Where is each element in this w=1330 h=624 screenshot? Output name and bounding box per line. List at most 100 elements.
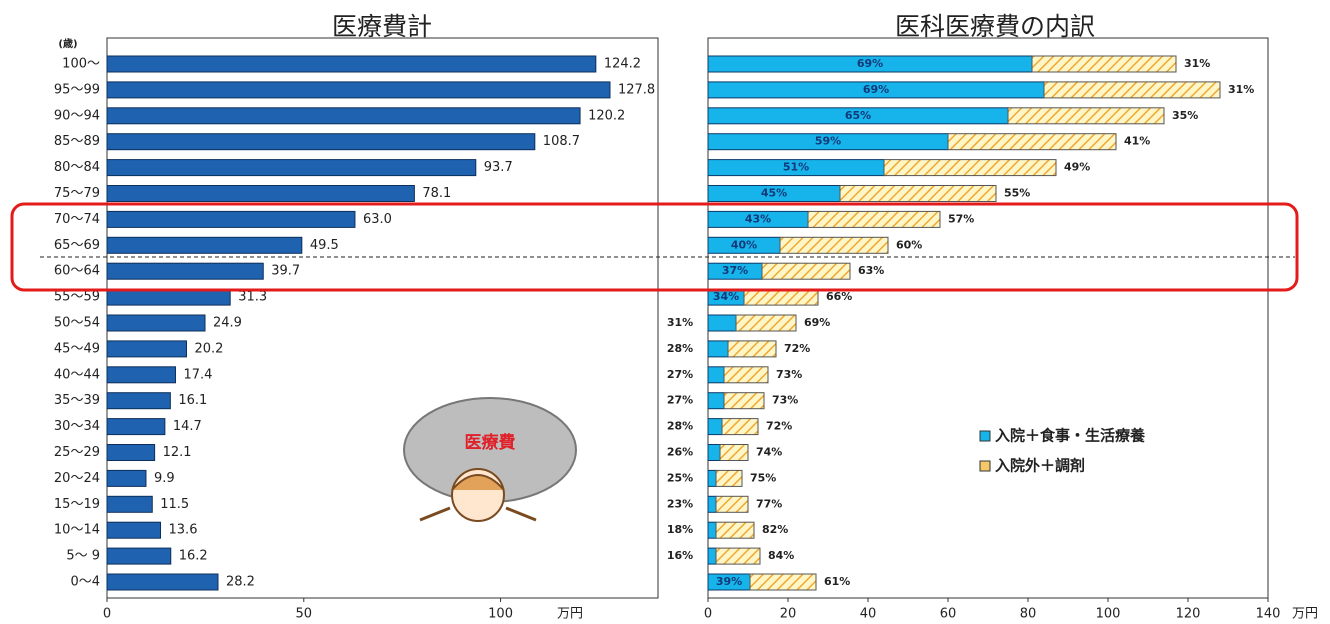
bar	[107, 548, 171, 564]
x-tick-label: 80	[1020, 607, 1037, 622]
segment-label: 34%	[713, 290, 739, 303]
bar-segment	[708, 419, 722, 435]
value-label: 28.2	[226, 575, 255, 590]
segment-label: 37%	[722, 264, 748, 277]
bar	[107, 211, 355, 227]
segment-label: 51%	[783, 161, 809, 174]
bar-segment	[724, 393, 764, 409]
bar	[107, 341, 187, 357]
y-tick-label: 50〜54	[54, 316, 100, 331]
segment-label: 73%	[772, 394, 798, 407]
value-label: 13.6	[169, 523, 198, 538]
bar-segment	[728, 341, 776, 357]
bar	[107, 496, 152, 512]
bar	[107, 315, 205, 331]
y-tick-label: 90〜94	[54, 108, 100, 123]
bar	[107, 470, 146, 486]
value-label: 14.7	[173, 419, 202, 434]
segment-label: 73%	[776, 368, 802, 381]
bar-segment	[1044, 82, 1220, 98]
segment-label: 55%	[1004, 187, 1030, 200]
bar	[107, 108, 580, 124]
segment-label: 41%	[1124, 135, 1150, 148]
segment-label: 27%	[667, 394, 693, 407]
segment-label: 39%	[716, 575, 742, 588]
bar-segment	[1008, 108, 1164, 124]
value-label: 16.1	[178, 393, 207, 408]
y-tick-label: 10〜14	[54, 523, 100, 538]
y-tick-label: 30〜34	[54, 419, 100, 434]
bar-segment	[716, 548, 760, 564]
y-tick-label: 40〜44	[54, 367, 100, 382]
y-tick-label: 75〜79	[54, 186, 100, 201]
bar-segment	[724, 367, 768, 383]
bar-segment	[808, 211, 940, 227]
value-label: 11.5	[160, 497, 189, 512]
bar-segment	[716, 522, 754, 538]
value-label: 120.2	[588, 108, 625, 123]
segment-label: 69%	[857, 57, 883, 70]
segment-label: 43%	[745, 212, 771, 225]
y-tick-label: 20〜24	[54, 471, 100, 486]
bar-segment	[780, 237, 888, 253]
segment-label: 25%	[667, 471, 693, 484]
y-tick-label: 45〜49	[54, 341, 100, 356]
segment-label: 31%	[1184, 57, 1210, 70]
value-label: 9.9	[154, 471, 175, 486]
value-label: 12.1	[163, 445, 192, 460]
segment-label: 60%	[896, 238, 922, 251]
x-axis-label: 万円	[1292, 607, 1318, 622]
segment-label: 31%	[667, 316, 693, 329]
value-label: 49.5	[310, 238, 339, 253]
bar	[107, 56, 596, 72]
segment-label: 84%	[768, 549, 794, 562]
value-label: 31.3	[238, 290, 267, 305]
segment-label: 45%	[761, 187, 787, 200]
y-tick-label: 15〜19	[54, 497, 100, 512]
segment-label: 63%	[858, 264, 884, 277]
bar-segment	[750, 574, 816, 590]
bar-segment	[884, 160, 1056, 176]
bar	[107, 445, 155, 461]
bar-segment	[948, 134, 1116, 150]
value-label: 39.7	[271, 264, 300, 279]
bar	[107, 134, 535, 150]
segment-label: 72%	[766, 420, 792, 433]
segment-label: 72%	[784, 342, 810, 355]
bar-segment	[708, 470, 716, 486]
y-tick-label: 80〜84	[54, 160, 100, 175]
x-tick-label: 100	[488, 607, 513, 622]
bar	[107, 82, 610, 98]
segment-label: 69%	[804, 316, 830, 329]
segment-label: 65%	[845, 109, 871, 122]
bar-segment	[708, 548, 716, 564]
value-label: 108.7	[543, 134, 580, 149]
y-tick-label: 100〜	[62, 57, 100, 72]
value-label: 20.2	[195, 341, 224, 356]
segment-label: 59%	[815, 135, 841, 148]
bar-segment	[720, 445, 748, 461]
y-tick-label: 70〜74	[54, 212, 100, 227]
segment-label: 40%	[731, 238, 757, 251]
x-axis-label: 万円	[557, 607, 583, 622]
x-tick-label: 120	[1176, 607, 1201, 622]
bar	[107, 186, 414, 202]
y-tick-label: 65〜69	[54, 238, 100, 253]
category-axis-label: (歳)	[58, 37, 77, 50]
segment-label: 74%	[756, 446, 782, 459]
y-tick-label: 0〜4	[70, 575, 100, 590]
value-label: 63.0	[363, 212, 392, 227]
y-tick-label: 95〜99	[54, 82, 100, 97]
legend-label: 入院＋食事・生活療養	[995, 427, 1146, 445]
segment-label: 49%	[1064, 161, 1090, 174]
bar-segment	[840, 186, 996, 202]
x-tick-label: 100	[1096, 607, 1121, 622]
value-label: 124.2	[604, 57, 641, 72]
segment-label: 18%	[667, 523, 693, 536]
x-tick-label: 50	[296, 607, 313, 622]
segment-label: 27%	[667, 368, 693, 381]
segment-label: 28%	[667, 420, 693, 433]
segment-label: 23%	[667, 497, 693, 510]
y-tick-label: 85〜89	[54, 134, 100, 149]
legend-swatch	[980, 431, 990, 441]
